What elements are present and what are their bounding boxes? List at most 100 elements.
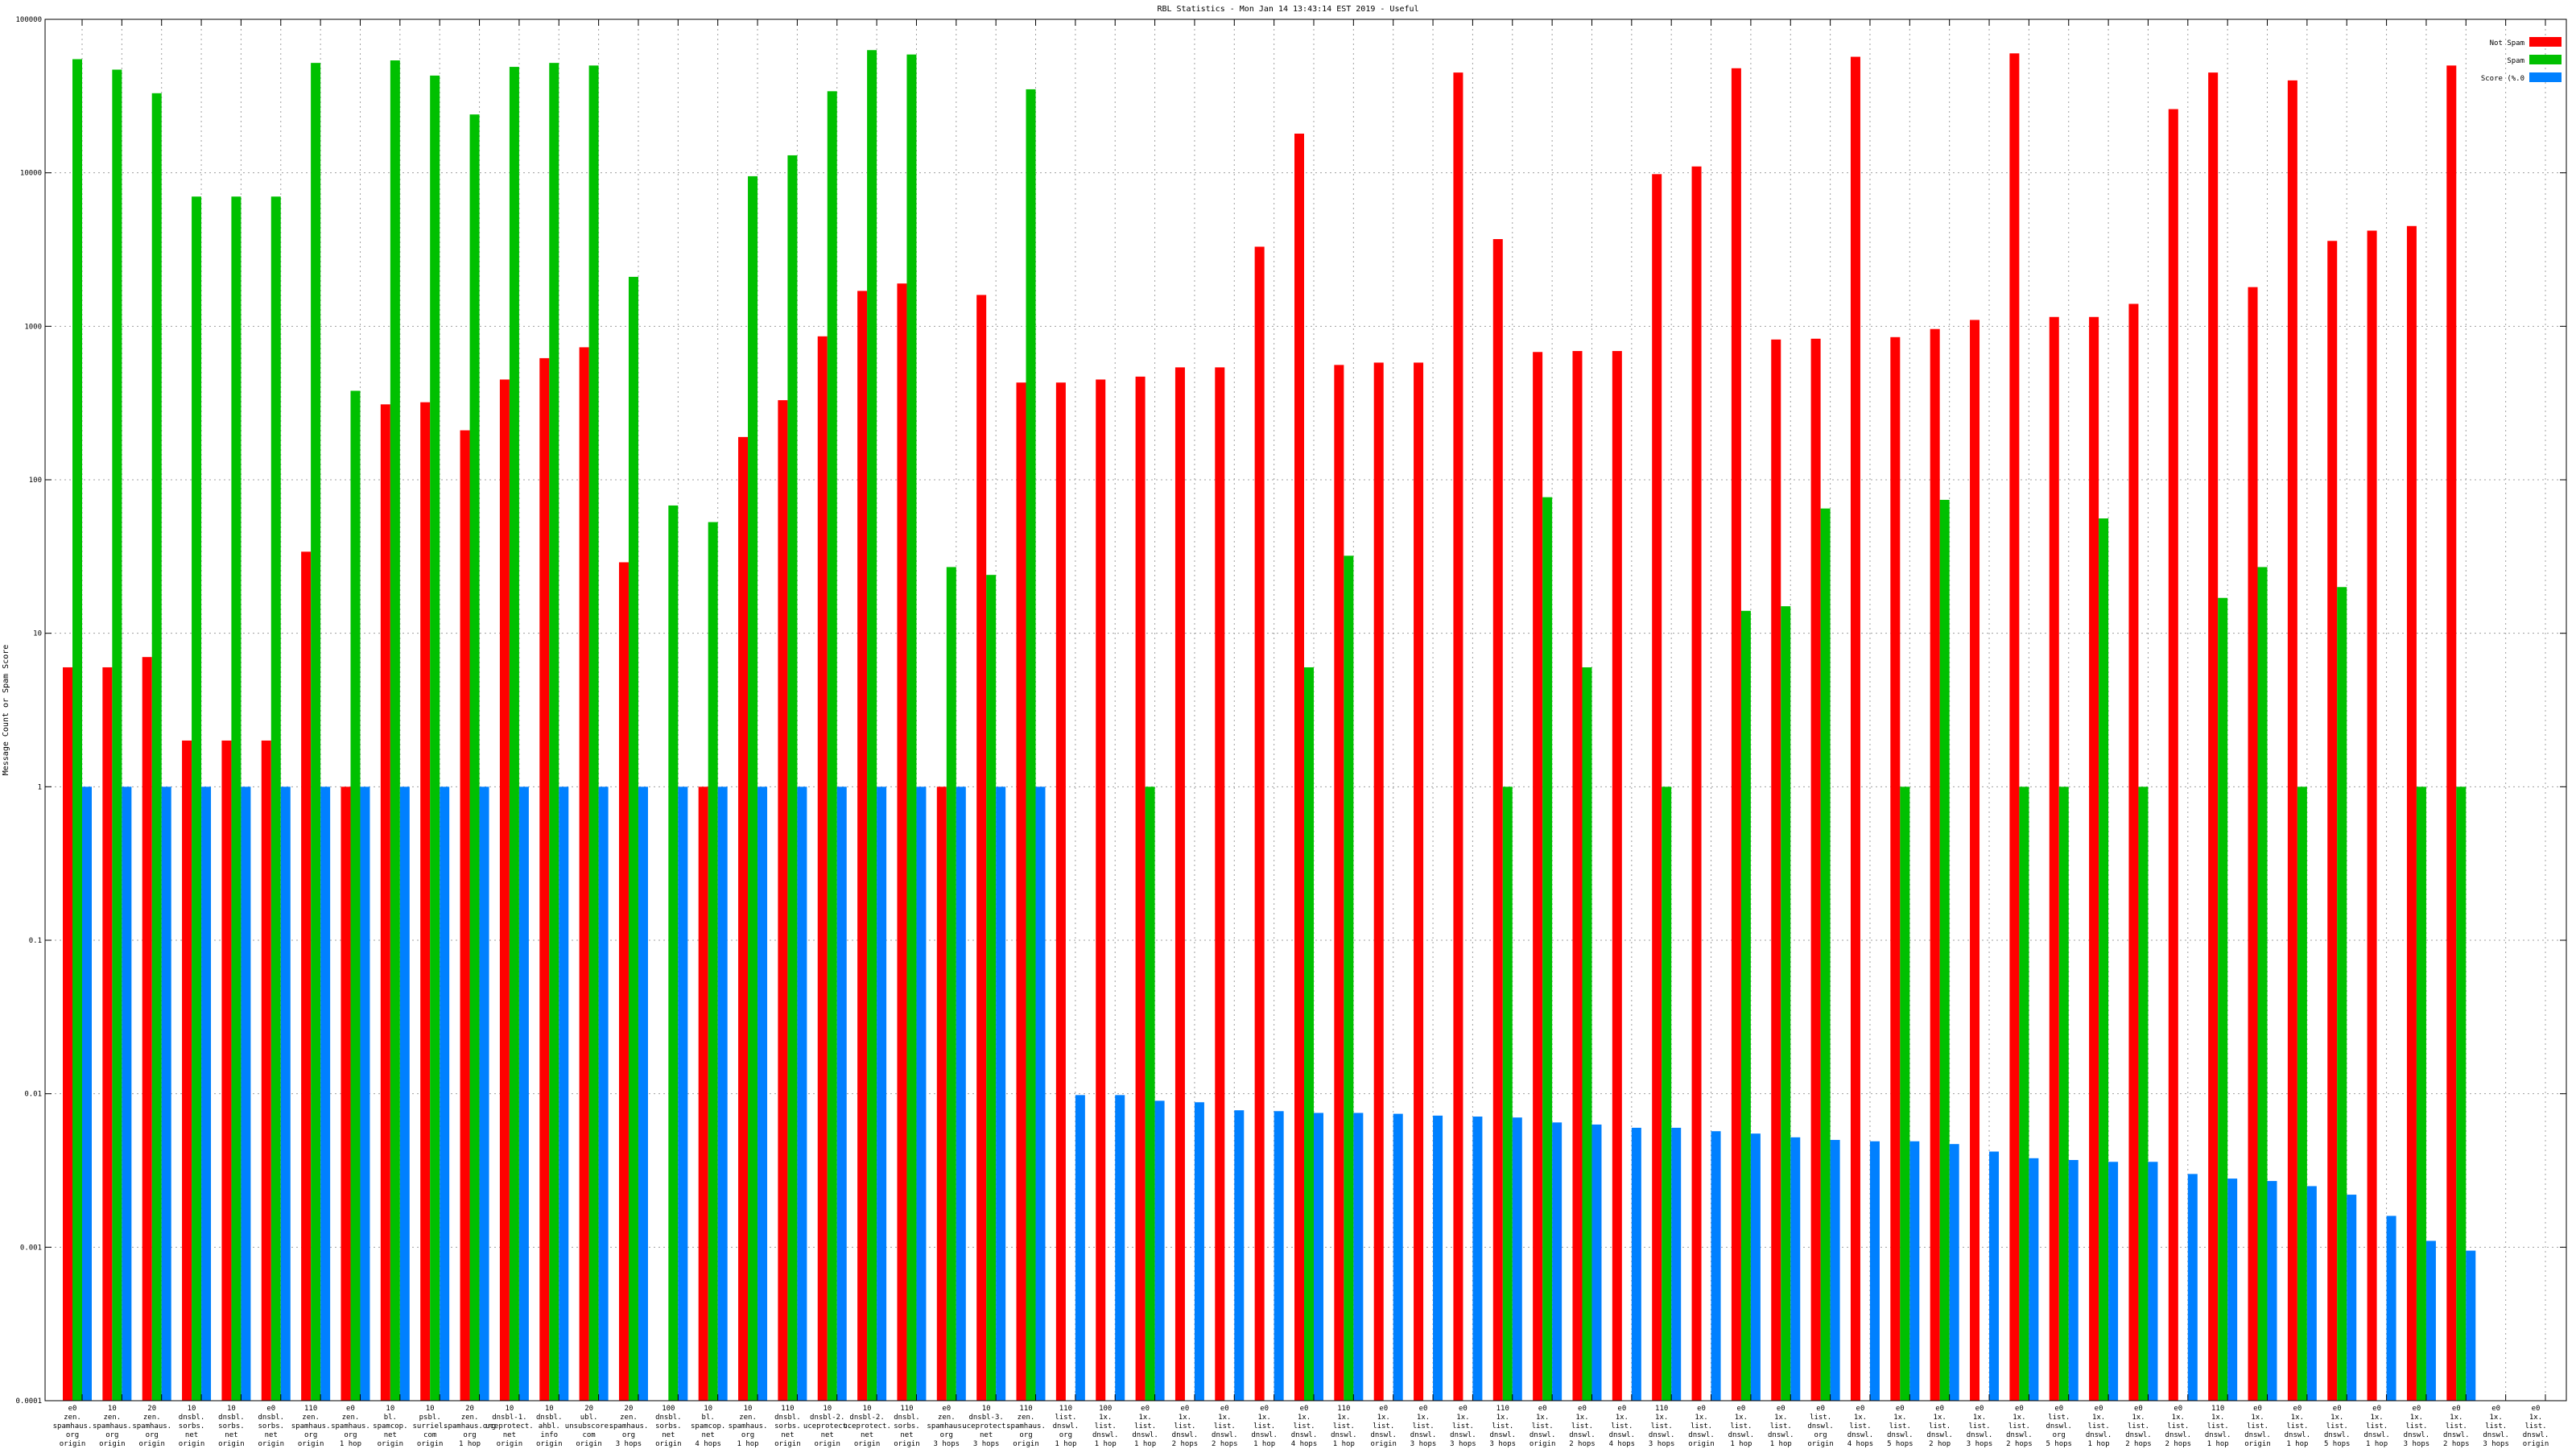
x-tick-label: e0 1x. list. dnswl. 1 hop	[1251, 1405, 1278, 1448]
bar-score-0	[1552, 1122, 1563, 1401]
bar-not-spam	[2327, 241, 2338, 1401]
bars	[63, 50, 2476, 1402]
bar-score-0	[2227, 1179, 2238, 1401]
bar-not-spam	[1135, 376, 1146, 1402]
bar-score-0	[2068, 1159, 2079, 1401]
bar-spam	[1582, 667, 1592, 1401]
bar-score-0	[1472, 1117, 1483, 1401]
bar-not-spam	[1810, 338, 1821, 1401]
bar-not-spam	[1691, 166, 1702, 1402]
bar-score-0	[1154, 1100, 1165, 1401]
bar-score-0	[320, 786, 331, 1401]
bar-score-0	[241, 786, 251, 1401]
bar-score-0	[2425, 1241, 2436, 1401]
bar-score-0	[1830, 1140, 1840, 1401]
bar-score-0	[479, 786, 489, 1401]
bar-score-0	[1750, 1133, 1761, 1401]
x-tick-label: 10 zen. spamhaus. org origin	[93, 1405, 132, 1448]
chart-title: RBL Statistics - Mon Jan 14 13:43:14 EST…	[1157, 5, 1418, 14]
x-tick-label: e0 1x. list. dnswl. 5 hops	[1887, 1405, 1913, 1448]
bar-not-spam	[1016, 382, 1026, 1401]
x-tick-label: 110 1x. list. dnswl. 3 hops	[1490, 1405, 1517, 1448]
y-axis-title: Message Count or Spam Score	[2, 645, 10, 776]
bar-spam	[1740, 610, 1751, 1401]
bar-score-0	[122, 786, 132, 1401]
x-tick-label: e0 1x. list. dnswl. 3 hops	[1967, 1405, 1993, 1448]
bar-not-spam	[976, 295, 987, 1402]
x-tick-label: e0 1x. list. dnswl. origin	[1370, 1405, 1397, 1448]
legend: Not Spam Spam Score (%.0	[2481, 37, 2562, 83]
bar-spam	[1939, 499, 1950, 1402]
bar-not-spam	[1254, 246, 1265, 1402]
bar-not-spam	[102, 667, 113, 1401]
bar-spam	[2456, 786, 2467, 1401]
legend-swatch	[2529, 55, 2562, 64]
x-tick-label: 110 zen. spamhaus. org origin	[291, 1405, 331, 1448]
bar-not-spam	[1215, 367, 1225, 1401]
bar-not-spam	[2367, 230, 2377, 1401]
y-tick-label: 0.0001	[15, 1397, 42, 1406]
bar-score-0	[82, 786, 92, 1401]
legend-label: Score (%.0	[2481, 75, 2524, 83]
bar-spam	[628, 276, 638, 1401]
bar-not-spam	[301, 551, 312, 1402]
bar-not-spam	[499, 379, 510, 1402]
y-tick-label: 100	[29, 477, 42, 485]
x-tick-label: e0 1x. list. dnswl. 2 hops	[2006, 1405, 2033, 1448]
bar-not-spam	[1294, 133, 1304, 1401]
bar-not-spam	[698, 786, 708, 1401]
x-tick-label: 110 dnsbl. sorbs. net origin	[894, 1405, 920, 1448]
bar-not-spam	[1174, 367, 1185, 1401]
bar-score-0	[1035, 786, 1046, 1401]
bar-not-spam	[618, 562, 629, 1401]
bar-score-0	[1353, 1113, 1364, 1401]
x-tick-label: e0 1x. list. dnswl. 1 hop	[1768, 1405, 1794, 1448]
x-tick-label: e0 1x. list. dnswl. 1 hop	[2285, 1405, 2311, 1448]
x-tick-label: 110 1x. list. dnswl. 1 hop	[1331, 1405, 1357, 1448]
x-tick-label: e0 1x. list. dnswl. 3 hops	[2483, 1405, 2509, 1448]
bar-score-0	[201, 786, 212, 1401]
bar-not-spam	[221, 740, 232, 1401]
x-tick-label: e0 1x. list. dnswl. 2 hops	[1212, 1405, 1238, 1448]
bar-spam	[112, 69, 122, 1401]
bar-not-spam	[2208, 72, 2219, 1401]
bar-score-0	[1433, 1115, 1443, 1401]
x-tick-label: e0 zen. spamhaus. org origin	[53, 1405, 93, 1448]
bar-not-spam	[1652, 174, 1662, 1401]
x-tick-label: 20 ubl. unsubscore. com origin	[565, 1405, 613, 1448]
bar-not-spam	[857, 291, 868, 1401]
bar-spam	[2138, 786, 2149, 1401]
x-tick-label: e0 1x. list. dnswl. 3 hops	[1410, 1405, 1437, 1448]
bar-not-spam	[2128, 303, 2139, 1402]
bar-spam	[390, 60, 400, 1402]
bar-spam	[2416, 786, 2426, 1401]
bar-not-spam	[1533, 352, 1543, 1401]
bar-not-spam	[1970, 320, 1980, 1401]
bar-score-0	[877, 786, 887, 1401]
bar-spam	[2257, 567, 2268, 1402]
bar-spam	[668, 505, 679, 1401]
x-tick-label: 20 zen. spamhaus.org org 1 hop	[444, 1405, 496, 1448]
bar-score-0	[678, 786, 688, 1401]
bar-score-0	[638, 786, 648, 1401]
x-tick-label: 20 zen. spamhaus. org 3 hops	[609, 1405, 649, 1448]
bar-not-spam	[460, 430, 470, 1402]
bar-not-spam	[738, 436, 749, 1401]
bar-not-spam	[1612, 351, 1622, 1401]
y-tick-label: 0.01	[24, 1091, 42, 1099]
bar-not-spam	[182, 740, 192, 1401]
bar-spam	[270, 196, 281, 1402]
x-tick-label: e0 1x. list. dnswl. 2 hops	[2443, 1405, 2470, 1448]
bar-score-0	[797, 786, 807, 1401]
bar-score-0	[1075, 1095, 1085, 1401]
bar-not-spam	[1492, 238, 1503, 1401]
x-tick-label: e0 zen. spamhaus. org 1 hop	[331, 1405, 370, 1448]
x-tick-label: e0 1x. list. dnswl. 2 hops	[1569, 1405, 1596, 1448]
x-tick-label: e0 1x. list. dnswl. 1 hop	[1132, 1405, 1158, 1448]
x-tick-label: e0 dnsbl. sorbs. net origin	[258, 1405, 285, 1448]
bar-score-0	[916, 786, 927, 1401]
bar-spam	[708, 522, 718, 1401]
bar-spam	[787, 155, 798, 1402]
